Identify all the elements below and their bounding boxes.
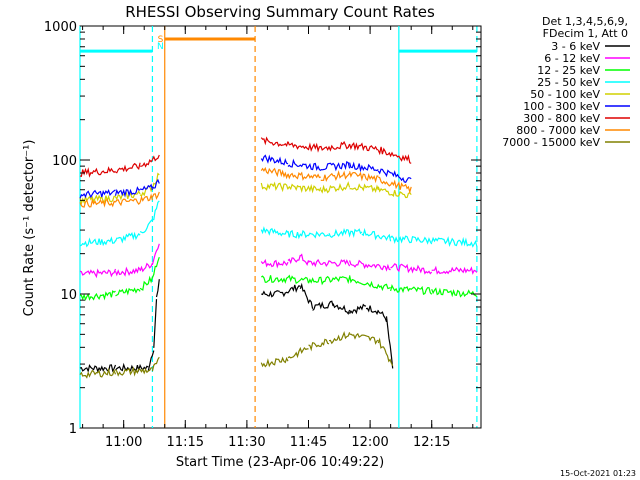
series-line <box>79 279 394 373</box>
markers-layer: SN <box>79 26 478 428</box>
legend-label: 7000 - 15000 keV <box>502 136 600 149</box>
series-line <box>79 200 478 248</box>
legend: Det 1,3,4,5,6,9,FDecim 1, Att 03 - 6 keV… <box>502 15 630 149</box>
legend-label: 800 - 7000 keV <box>516 124 600 137</box>
legend-label: 12 - 25 keV <box>537 64 600 77</box>
legend-header: FDecim 1, Att 0 <box>543 27 628 40</box>
axes-layer: 1 10 100 1000 11:00 11:15 11:30 11:45 12:00 12:15 <box>44 20 481 450</box>
plot-frame <box>79 25 482 429</box>
y-tick-label: 10 <box>60 288 77 303</box>
x-tick-label: 11:15 <box>167 435 204 450</box>
y-axis-label: Count Rate (s⁻¹ detector⁻¹) <box>22 140 37 317</box>
series-layer <box>79 136 478 379</box>
legend-header: Det 1,3,4,5,6,9, <box>542 15 628 28</box>
y-tick-label: 1 <box>69 422 77 437</box>
legend-label: 300 - 800 keV <box>523 112 600 125</box>
x-tick-label: 11:30 <box>228 435 265 450</box>
legend-label: 3 - 6 keV <box>551 40 600 53</box>
x-axis-label: Start Time (23-Apr-06 10:49:22) <box>176 455 384 470</box>
footer-timestamp: 15-Oct-2021 01:23 <box>560 469 636 478</box>
series-line <box>79 257 478 302</box>
series-line <box>79 331 394 379</box>
x-tick-label: 12:00 <box>351 435 388 450</box>
y-tick-label: 1000 <box>44 20 77 35</box>
flag-label: N <box>157 42 164 52</box>
series-line <box>79 166 412 208</box>
x-tick-label: 12:15 <box>413 435 450 450</box>
legend-label: 25 - 50 keV <box>537 76 600 89</box>
series-line <box>79 243 478 279</box>
legend-label: 100 - 300 keV <box>523 100 600 113</box>
series-line <box>79 154 412 199</box>
series-line <box>79 136 412 178</box>
x-tick-label: 11:00 <box>105 435 142 450</box>
chart-title: RHESSI Observing Summary Count Rates <box>125 3 435 21</box>
legend-label: 6 - 12 keV <box>544 52 600 65</box>
flag-label: S <box>158 35 164 45</box>
x-tick-label: 11:45 <box>290 435 327 450</box>
legend-label: 50 - 100 keV <box>530 88 600 101</box>
y-tick-label: 100 <box>52 154 77 169</box>
